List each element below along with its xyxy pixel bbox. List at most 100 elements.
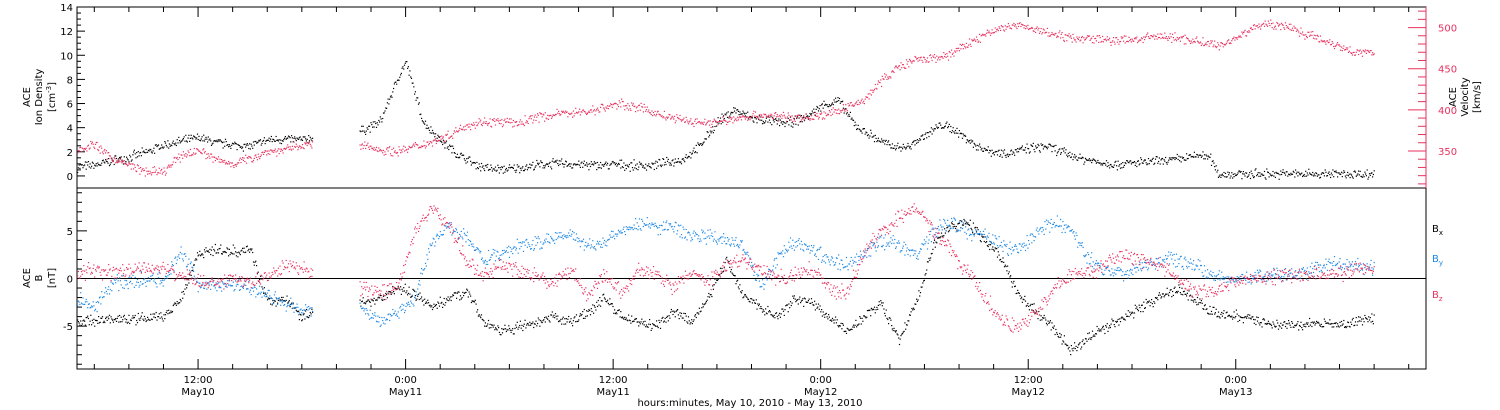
density-series-point <box>670 162 672 164</box>
density-series-point <box>1078 157 1080 159</box>
density-series-point <box>578 160 580 162</box>
bx-series-point <box>259 275 262 277</box>
velocity-series-point <box>890 77 892 79</box>
bx-series-point <box>716 279 718 282</box>
velocity-series-point <box>1051 31 1053 34</box>
bx-series-point <box>805 301 807 303</box>
density-series-point <box>459 153 462 155</box>
bx-series-point <box>1063 341 1065 343</box>
velocity-series-point <box>648 109 650 111</box>
bx-series-point <box>117 315 119 317</box>
bx-series-point <box>1272 321 1274 323</box>
density-series-point <box>453 152 455 154</box>
density-series-point <box>1038 150 1041 152</box>
bx-series-point <box>1022 298 1024 300</box>
bx-series-point <box>1050 329 1052 331</box>
velocity-series-point <box>706 122 708 124</box>
density-series-point <box>1307 174 1309 176</box>
velocity-series-point <box>613 103 615 105</box>
bx-series-point <box>847 328 849 330</box>
bx-series-point <box>1021 301 1023 303</box>
velocity-series-point <box>512 126 514 128</box>
velocity-series-point <box>446 133 448 135</box>
bx-series-point <box>194 259 196 261</box>
bx-series-point <box>656 320 658 322</box>
velocity-series-point <box>605 106 607 108</box>
density-series-point <box>958 130 960 132</box>
density-series-point <box>389 96 392 98</box>
density-series-point <box>466 158 468 160</box>
velocity-series-point <box>593 110 595 112</box>
bx-series-point <box>853 326 855 328</box>
bx-series-point <box>961 224 964 226</box>
velocity-series-point <box>1305 34 1307 36</box>
velocity-series-point <box>922 61 924 63</box>
velocity-series-point <box>142 168 144 170</box>
velocity-series-point <box>850 102 852 104</box>
bx-series-point <box>702 306 704 308</box>
density-series-point <box>862 128 864 130</box>
velocity-series-point <box>393 147 395 149</box>
velocity-series-point <box>975 36 978 38</box>
density-series-point <box>144 152 146 154</box>
velocity-series-point <box>907 61 909 63</box>
velocity-series-point <box>900 62 902 64</box>
bx-series-point <box>1261 326 1263 328</box>
bx-series-point <box>494 327 497 329</box>
bx-series-point <box>1207 312 1209 314</box>
bx-series-point <box>385 292 387 294</box>
density-series-point <box>663 164 665 166</box>
bx-series-point <box>810 302 812 304</box>
velocity-series-point <box>621 98 623 100</box>
density-series-point <box>1106 165 1108 168</box>
density-series-point <box>129 156 132 158</box>
density-series-point <box>720 123 722 125</box>
velocity-series-point <box>670 118 672 120</box>
velocity-series-point <box>239 157 241 159</box>
bx-series-point <box>1276 319 1278 321</box>
bx-series-point <box>1228 314 1230 316</box>
density-series-point <box>1117 160 1119 162</box>
bx-series-point <box>181 291 183 293</box>
density-series-point <box>1000 149 1002 151</box>
velocity-series-point <box>273 151 275 153</box>
bx-series-point <box>604 298 606 300</box>
density-series-point <box>1290 172 1292 174</box>
velocity-series-point <box>1130 41 1132 43</box>
density-series-point <box>506 170 508 172</box>
bx-series-point <box>793 297 795 299</box>
velocity-series-point <box>470 129 472 131</box>
density-series-point <box>126 158 128 160</box>
bx-series-point <box>164 314 167 316</box>
density-series-point <box>1227 171 1229 173</box>
velocity-series-point <box>150 172 152 174</box>
bx-series-point <box>705 300 707 303</box>
velocity-series-point <box>213 156 215 158</box>
density-series-point <box>1252 175 1254 177</box>
velocity-series-point <box>407 148 409 150</box>
velocity-series-point <box>728 116 730 118</box>
bx-series-point <box>277 299 279 301</box>
bx-series-point <box>1364 314 1366 317</box>
density-series-point <box>903 146 905 148</box>
bx-series-point <box>815 303 817 305</box>
velocity-series-point <box>92 143 94 145</box>
velocity-series-point <box>1328 41 1330 43</box>
velocity-series-point <box>784 116 786 118</box>
bx-series-point <box>572 320 574 322</box>
bx-series-point <box>610 303 612 305</box>
density-series-point <box>891 147 893 149</box>
bx-series-point <box>1060 334 1062 336</box>
density-series-point <box>628 163 630 166</box>
density-series-point <box>419 113 421 116</box>
density-series-point <box>414 93 416 95</box>
bx-series-point <box>1232 316 1234 318</box>
density-series-point <box>1046 148 1048 150</box>
density-series-point <box>1293 171 1295 173</box>
bx-series-point <box>468 291 470 293</box>
density-series-point <box>719 117 722 119</box>
density-series-point <box>854 121 856 123</box>
bx-series-point <box>903 330 905 332</box>
velocity-series-point <box>134 166 136 168</box>
bx-series-point <box>631 321 634 323</box>
